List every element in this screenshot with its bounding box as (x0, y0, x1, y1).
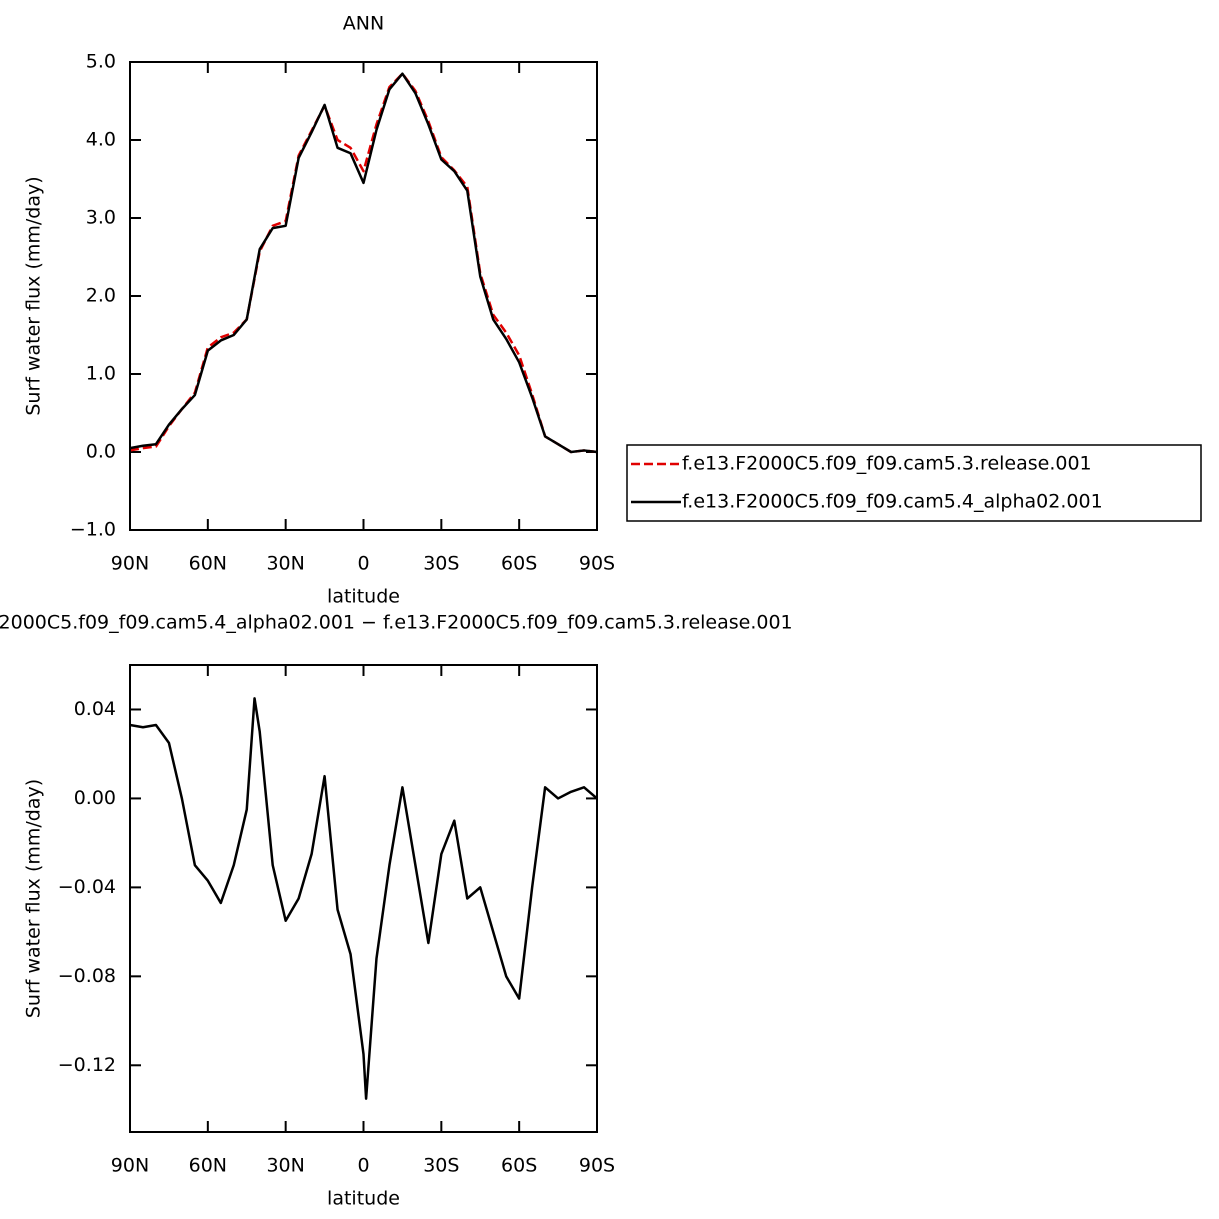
chart-title: ANN (343, 13, 384, 35)
x-tick-label: 90N (111, 553, 149, 575)
x-tick-label: 30N (266, 1155, 304, 1177)
x-tick-label: 90S (579, 1155, 615, 1177)
y-tick-label: 0.0 (86, 441, 116, 463)
y-tick-label: 2.0 (86, 285, 116, 307)
y-tick-label: 3.0 (86, 207, 116, 229)
y-tick-label: −0.04 (58, 876, 116, 898)
legend-box (626, 444, 1202, 522)
data-line (129, 697, 598, 1100)
x-tick-label: 60N (189, 553, 227, 575)
x-tick-label: 30S (423, 1155, 459, 1177)
y-tick-label: −1.0 (70, 519, 116, 541)
x-tick-label: 0 (357, 553, 369, 575)
y-tick-label: 0.04 (74, 698, 116, 720)
x-tick-label: 60S (501, 553, 537, 575)
x-tick-label: 30S (423, 553, 459, 575)
y-tick-label: −0.08 (58, 965, 116, 987)
x-tick-label: 0 (357, 1155, 369, 1177)
x-tick-label: 90N (111, 1155, 149, 1177)
y-axis-label: Surf water flux (mm/day) (23, 176, 45, 415)
legend-label: f.e13.F2000C5.f09_f09.cam5.3.release.001 (682, 453, 1092, 475)
y-axis-label: Surf water flux (mm/day) (23, 779, 45, 1018)
data-line (129, 72, 598, 454)
x-tick-label: 90S (579, 553, 615, 575)
y-tick-label: −0.12 (58, 1054, 116, 1076)
x-axis-label: latitude (327, 586, 400, 608)
chart-title: f.e13.F2000C5.f09_f09.cam5.4_alpha02.001… (0, 612, 793, 634)
y-tick-label: 0.00 (74, 787, 116, 809)
y-tick-label: 4.0 (86, 129, 116, 151)
plot-frame (129, 61, 598, 531)
x-tick-label: 60N (189, 1155, 227, 1177)
legend-label: f.e13.F2000C5.f09_f09.cam5.4_alpha02.001 (682, 491, 1103, 513)
plot-frame (129, 664, 598, 1133)
y-tick-label: 1.0 (86, 363, 116, 385)
x-tick-label: 60S (501, 1155, 537, 1177)
x-axis-label: latitude (327, 1188, 400, 1210)
data-line (129, 72, 598, 454)
x-tick-label: 30N (266, 553, 304, 575)
y-tick-label: 5.0 (86, 51, 116, 73)
